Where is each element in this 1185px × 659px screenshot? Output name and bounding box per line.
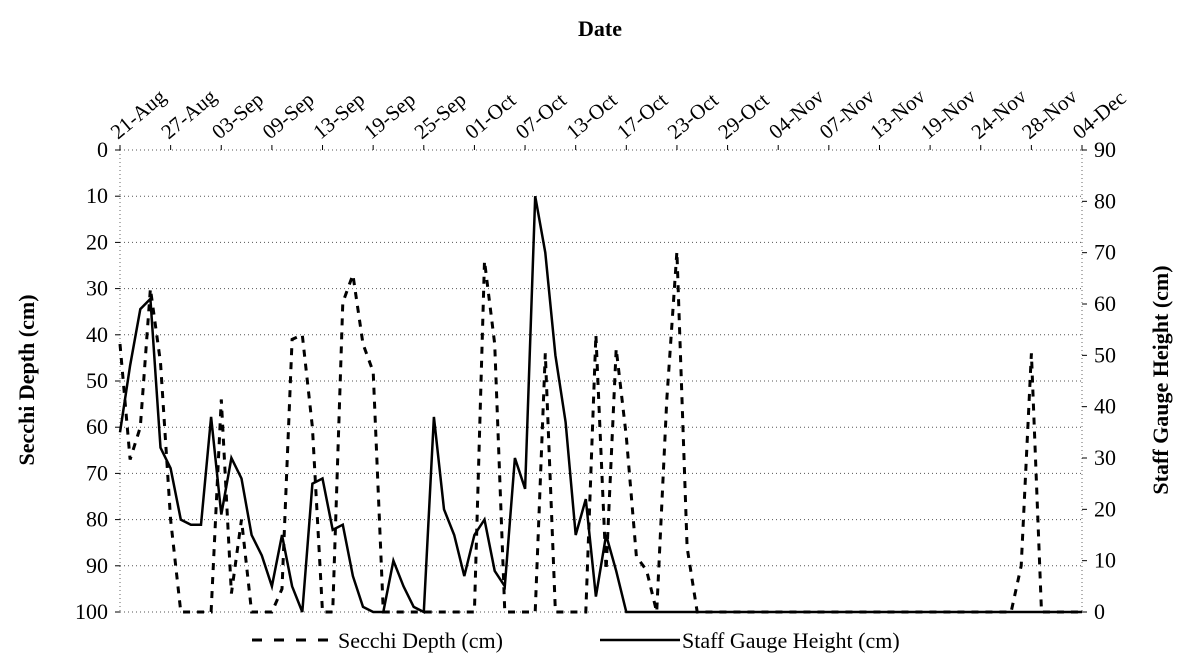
y-right-tick-label: 90 xyxy=(1094,137,1116,162)
x-tick-label: 13-Oct xyxy=(561,88,621,144)
y-left-tick-label: 100 xyxy=(75,599,108,624)
x-tick-label: 24-Nov xyxy=(967,84,1032,144)
y-right-tick-label: 30 xyxy=(1094,445,1116,470)
x-tick-label: 19-Nov xyxy=(916,84,981,144)
legend-label-secchi: Secchi Depth (cm) xyxy=(338,628,503,653)
y-left-tick-label: 60 xyxy=(86,414,108,439)
x-tick-label: 27-Aug xyxy=(156,84,221,144)
x-tick-label: 07-Oct xyxy=(511,88,571,144)
y-left-tick-label: 20 xyxy=(86,229,108,254)
legend-label-staff: Staff Gauge Height (cm) xyxy=(682,628,900,653)
y-axis-left-ticks: 0 10 20 30 40 50 60 70 80 90 100 xyxy=(75,137,120,624)
x-tick-label: 01-Oct xyxy=(460,88,520,144)
gridlines xyxy=(120,149,1082,613)
chart-title: Date xyxy=(578,16,622,41)
y-left-tick-label: 40 xyxy=(86,322,108,347)
y-right-tick-label: 70 xyxy=(1094,240,1116,265)
series-line-staff-gauge-height xyxy=(118,195,1082,614)
x-tick-label: 13-Sep xyxy=(308,87,369,144)
y-left-tick-label: 80 xyxy=(86,507,108,532)
y-right-tick-label: 80 xyxy=(1094,188,1116,213)
x-tick-label: 03-Sep xyxy=(207,87,268,144)
y-right-tick-label: 60 xyxy=(1094,291,1116,316)
y-axis-right-title: Staff Gauge Height (cm) xyxy=(1148,265,1173,494)
y-right-tick-label: 10 xyxy=(1094,548,1116,573)
x-tick-label: 13-Nov xyxy=(865,84,930,144)
y-left-tick-label: 70 xyxy=(86,460,108,485)
y-right-tick-label: 40 xyxy=(1094,394,1116,419)
x-tick-label: 04-Dec xyxy=(1068,86,1131,144)
x-tick-label: 29-Oct xyxy=(713,88,773,144)
x-axis-date-ticks: 21-Aug27-Aug03-Sep09-Sep13-Sep19-Sep25-S… xyxy=(106,84,1131,150)
y-axis-right-ticks: 90 80 70 60 50 40 30 20 10 0 xyxy=(1082,137,1116,624)
axes xyxy=(119,150,1083,612)
y-right-tick-label: 20 xyxy=(1094,496,1116,521)
legend: Secchi Depth (cm) Staff Gauge Height (cm… xyxy=(252,628,900,653)
series-line-secchi-depth xyxy=(118,251,1082,614)
y-left-tick-label: 0 xyxy=(97,137,108,162)
y-right-tick-label: 50 xyxy=(1094,342,1116,367)
x-tick-label: 09-Sep xyxy=(258,87,319,144)
y-left-tick-label: 90 xyxy=(86,553,108,578)
x-tick-label: 21-Aug xyxy=(106,84,171,144)
x-tick-label: 23-Oct xyxy=(663,88,723,144)
y-axis-left-title: Secchi Depth (cm) xyxy=(14,294,39,465)
x-tick-label: 17-Oct xyxy=(612,88,672,144)
x-tick-label: 25-Sep xyxy=(410,87,471,144)
y-left-tick-label: 50 xyxy=(86,368,108,393)
x-tick-label: 04-Nov xyxy=(764,84,829,144)
y-left-tick-label: 30 xyxy=(86,276,108,301)
y-left-tick-label: 10 xyxy=(86,183,108,208)
x-tick-label: 19-Sep xyxy=(359,87,420,144)
x-tick-label: 28-Nov xyxy=(1017,84,1082,144)
series-layer xyxy=(118,195,1082,614)
y-right-tick-label: 0 xyxy=(1094,599,1105,624)
x-tick-label: 07-Nov xyxy=(815,84,880,144)
